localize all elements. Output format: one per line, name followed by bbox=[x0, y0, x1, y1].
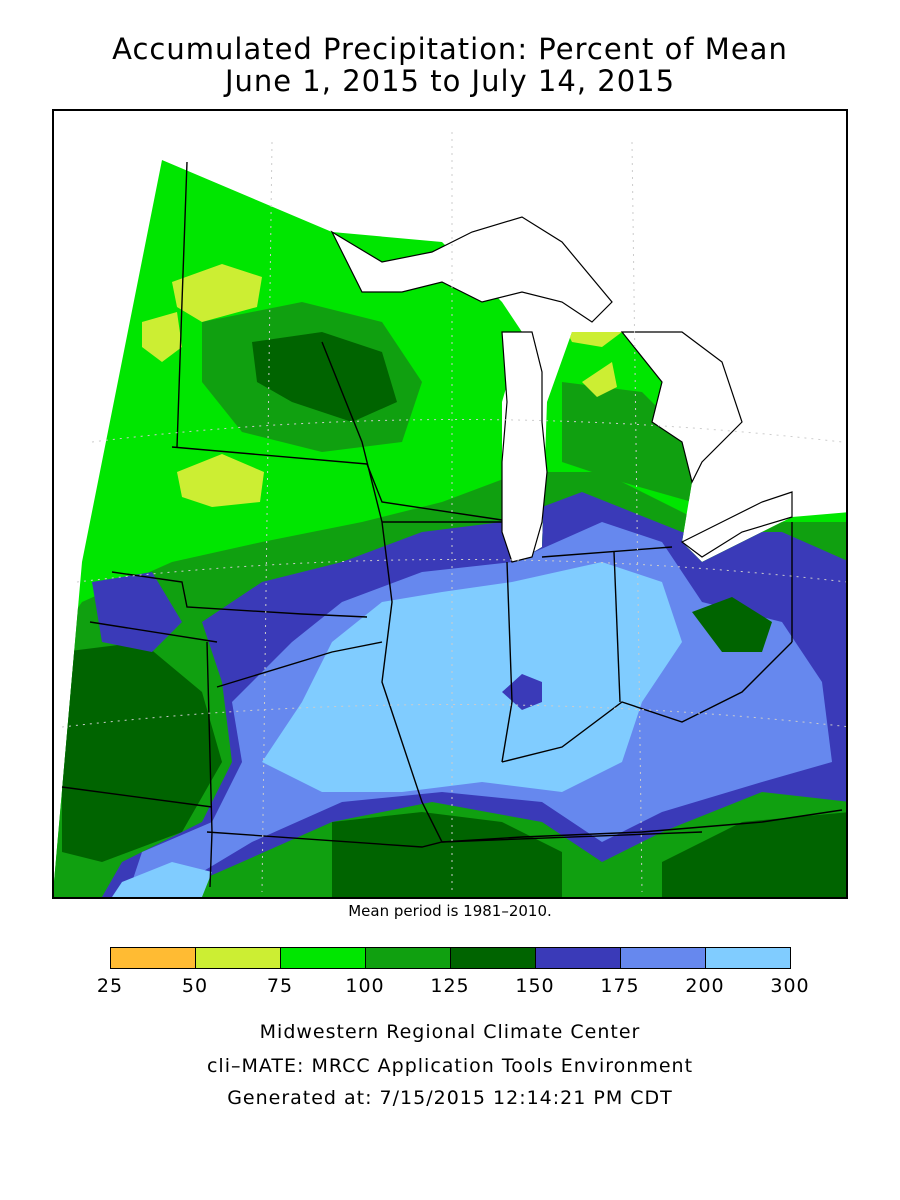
zone-200-300 bbox=[262, 562, 682, 792]
footer-app: cli–MATE: MRCC Application Tools Environ… bbox=[206, 1055, 694, 1077]
boundary-in-oh bbox=[613, 551, 621, 703]
boundary-ks-ok bbox=[61, 786, 213, 808]
precipitation-field bbox=[54, 160, 846, 897]
boundary-ky-tn bbox=[441, 831, 703, 843]
boundary-nd-sd bbox=[171, 446, 368, 465]
boundary-ia-mo bbox=[216, 641, 383, 688]
lake-superior bbox=[330, 216, 613, 323]
zone-150-175-west bbox=[92, 572, 182, 652]
legend-tick-label: 50 bbox=[181, 975, 209, 997]
state-boundaries bbox=[61, 161, 843, 888]
boundary-il-in bbox=[501, 561, 513, 763]
boundary-oh-ky bbox=[501, 641, 793, 763]
mean-period-note: Mean period is 1981–2010. bbox=[348, 902, 552, 920]
boundary-mo-ar bbox=[206, 809, 843, 848]
legend-tick-label: 25 bbox=[96, 975, 124, 997]
zone-50-75-sd bbox=[177, 454, 264, 507]
boundary-mi-oh-in bbox=[541, 546, 673, 558]
legend-tick-label: 175 bbox=[600, 975, 640, 997]
zone-125-150-south bbox=[332, 812, 562, 897]
great-lakes bbox=[330, 216, 793, 563]
legend-swatch bbox=[705, 947, 791, 969]
zone-50-75-mi2 bbox=[582, 362, 617, 397]
lake-erie bbox=[680, 491, 793, 558]
precipitation-map bbox=[52, 109, 848, 899]
legend-swatch bbox=[195, 947, 281, 969]
legend-tick-label: 100 bbox=[345, 975, 385, 997]
boundary-mn-west bbox=[176, 161, 188, 448]
legend-swatch bbox=[535, 947, 621, 969]
lake-huron bbox=[620, 331, 743, 484]
legend-swatch bbox=[110, 947, 196, 969]
legend-tick-label: 75 bbox=[266, 975, 294, 997]
legend-swatch bbox=[450, 947, 536, 969]
lake-michigan bbox=[501, 331, 548, 563]
legend-swatch bbox=[365, 947, 451, 969]
zone-50-75-nd bbox=[172, 264, 262, 322]
legend-tick-label: 200 bbox=[685, 975, 725, 997]
boundary-ne-ks bbox=[89, 621, 218, 643]
zone-125-150-west bbox=[62, 642, 222, 862]
zone-200-300-sw bbox=[112, 862, 212, 897]
footer-org: Midwestern Regional Climate Center bbox=[259, 1021, 641, 1043]
legend-tick-label: 150 bbox=[515, 975, 555, 997]
legend-tick-label: 125 bbox=[430, 975, 470, 997]
map-subtitle-date-range: June 1, 2015 to July 14, 2015 bbox=[224, 64, 676, 98]
boundary-ms-river bbox=[321, 341, 443, 843]
footer-generated: Generated at: 7/15/2015 12:14:21 PM CDT bbox=[227, 1087, 673, 1109]
zone-125-150-ky bbox=[662, 812, 846, 897]
legend-swatch bbox=[620, 947, 706, 969]
legend-tick-label: 300 bbox=[770, 975, 810, 997]
map-title: Accumulated Precipitation: Percent of Me… bbox=[112, 32, 788, 66]
zone-50-75-nd-west bbox=[142, 312, 182, 362]
legend-swatch bbox=[280, 947, 366, 969]
boundary-sd-ne bbox=[111, 571, 368, 618]
zone-125-150-ohio bbox=[692, 597, 772, 652]
graticule bbox=[61, 132, 846, 893]
boundary-ia-north bbox=[366, 463, 503, 521]
zone-125-150-mn bbox=[252, 332, 397, 422]
color-legend bbox=[110, 947, 791, 971]
boundary-ks-mo bbox=[206, 641, 213, 888]
